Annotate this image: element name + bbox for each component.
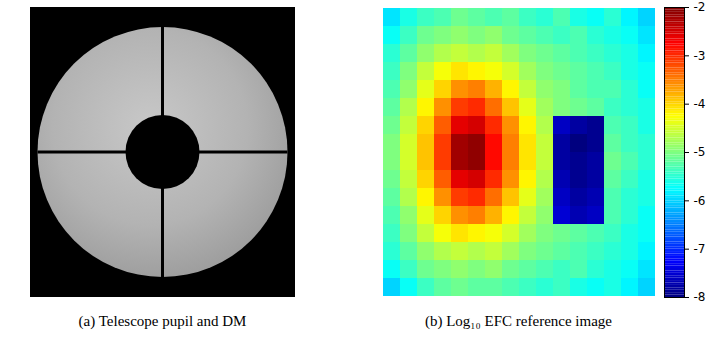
- svg-text:-4: -4: [694, 97, 706, 111]
- html-text:(a) Telescope pupil and DM: (a) Telescope pupil and DM: [78, 313, 247, 329]
- svg-text:-3: -3: [694, 49, 706, 63]
- svg-text:-5: -5: [694, 145, 706, 159]
- svg-text:-6: -6: [694, 194, 706, 208]
- svg-text:-2: -2: [694, 0, 706, 14]
- svg-text:-8: -8: [694, 290, 706, 304]
- html-text:(b) Log₁₀ EFC reference image: (b) Log₁₀ EFC reference image: [425, 313, 612, 329]
- svg-text:-7: -7: [694, 242, 706, 256]
